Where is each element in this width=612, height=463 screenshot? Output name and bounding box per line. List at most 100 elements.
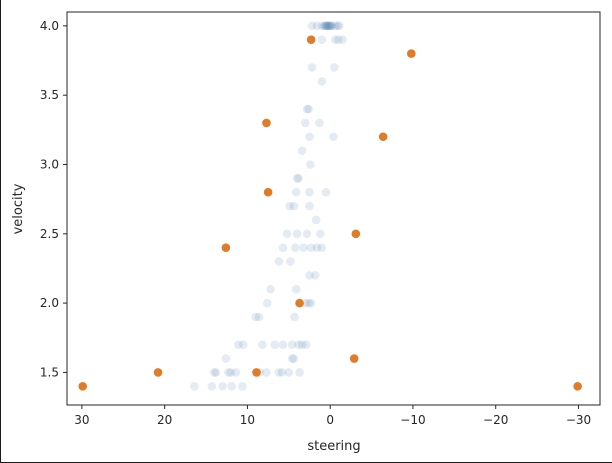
y-axis-label: velocity [11, 183, 26, 234]
point-s0-29 [297, 146, 307, 155]
x-tick-label: 30 [74, 413, 89, 427]
point-s1-10 [252, 368, 261, 377]
point-s0-83 [277, 368, 287, 377]
point-s0-86 [190, 381, 199, 391]
y-tick-label: 2.5 [40, 227, 59, 241]
point-s1-3 [378, 132, 388, 142]
x-tick-label: −30 [566, 413, 591, 427]
point-s0-76 [211, 368, 221, 377]
x-axis-label: steering [307, 439, 360, 454]
point-s0-30 [306, 160, 315, 169]
point-s0-73 [287, 354, 297, 363]
point-s0-59 [306, 298, 316, 308]
point-s0-63 [234, 340, 243, 350]
point-s0-82 [274, 368, 284, 377]
point-s0-21 [330, 63, 339, 72]
point-s0-87 [207, 381, 217, 391]
point-s1-0 [306, 35, 316, 45]
y-axis-ticks: 1.5 2.0 2.5 3.0 3.5 4.0 [40, 19, 67, 379]
point-s0-45 [291, 243, 300, 252]
point-s0-3 [320, 21, 329, 31]
point-s0-36 [285, 201, 294, 211]
point-s0-61 [254, 312, 264, 322]
point-s0-53 [310, 271, 320, 280]
point-s1-6 [221, 243, 231, 252]
point-s0-68 [287, 340, 297, 350]
point-s0-89 [227, 381, 236, 391]
point-s0-71 [301, 340, 311, 350]
point-s0-25 [301, 118, 310, 128]
series-0 [190, 21, 347, 391]
point-s0-81 [262, 368, 271, 377]
point-s0-19 [317, 35, 327, 45]
x-tick-label: −10 [400, 413, 425, 427]
x-axis-ticks: 30 20 10 0 −10 −20 −30 [74, 405, 591, 427]
point-s0-37 [289, 201, 299, 211]
point-s1-12 [573, 381, 582, 391]
x-tick-label: 0 [326, 413, 334, 427]
point-s0-74 [289, 354, 299, 363]
x-tick-label: 10 [240, 413, 255, 427]
point-s0-79 [231, 368, 241, 377]
point-s0-24 [304, 104, 313, 114]
point-s0-40 [282, 229, 292, 239]
point-s1-4 [263, 187, 273, 197]
point-s0-26 [315, 118, 324, 128]
point-s0-46 [299, 243, 309, 252]
point-s0-8 [330, 21, 340, 31]
point-s0-1 [312, 21, 322, 31]
point-s0-48 [312, 243, 322, 252]
point-s0-58 [304, 298, 313, 308]
point-s0-28 [329, 132, 338, 142]
point-s0-35 [291, 187, 301, 197]
point-s0-41 [292, 229, 302, 239]
point-s0-18 [338, 35, 347, 45]
points-layer [78, 21, 582, 391]
point-s1-1 [407, 49, 416, 58]
point-s0-64 [238, 340, 248, 350]
point-s0-84 [284, 368, 294, 377]
point-s0-2 [317, 21, 327, 31]
point-s1-7 [295, 298, 304, 308]
point-s1-9 [153, 368, 163, 377]
point-s0-0 [307, 21, 317, 31]
point-s0-9 [333, 21, 342, 31]
point-s0-75 [210, 368, 219, 377]
point-s0-16 [330, 35, 340, 45]
y-tick-label: 1.5 [40, 365, 59, 379]
point-s0-20 [307, 63, 317, 72]
point-s0-88 [218, 381, 227, 391]
x-tick-label: 20 [157, 413, 172, 427]
point-s0-42 [302, 229, 312, 239]
point-s0-50 [274, 257, 284, 266]
y-tick-label: 3.0 [40, 157, 59, 171]
point-s0-60 [251, 312, 260, 322]
point-s0-5 [323, 21, 333, 31]
plot-area-frame [66, 11, 601, 406]
point-s0-39 [311, 215, 321, 225]
point-s0-56 [262, 298, 272, 308]
y-tick-label: 4.0 [40, 19, 59, 33]
point-s0-62 [290, 312, 299, 322]
point-s1-8 [349, 354, 359, 363]
point-s0-7 [327, 21, 337, 31]
point-s0-15 [325, 21, 335, 31]
point-s0-27 [305, 132, 314, 142]
point-s0-14 [320, 21, 330, 31]
y-tick-label: 2.0 [40, 296, 59, 310]
point-s0-52 [305, 271, 314, 280]
point-s0-67 [278, 340, 288, 350]
point-s0-66 [270, 340, 280, 350]
point-s0-85 [295, 368, 304, 377]
point-s0-77 [224, 368, 233, 377]
point-s0-12 [324, 21, 333, 31]
point-s0-4 [321, 21, 331, 31]
point-s0-78 [226, 368, 236, 377]
point-s1-11 [78, 381, 88, 391]
point-s0-72 [221, 354, 231, 363]
point-s0-55 [291, 284, 301, 294]
point-s0-17 [334, 35, 343, 45]
point-s0-47 [306, 243, 316, 252]
point-s0-49 [317, 243, 327, 252]
